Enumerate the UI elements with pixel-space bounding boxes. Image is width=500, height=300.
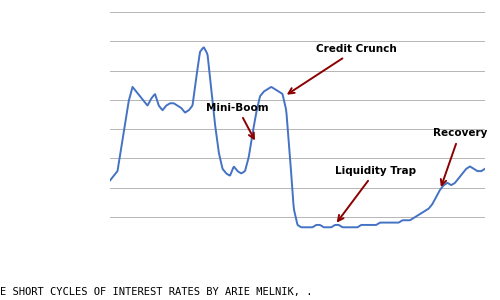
Text: E SHORT CYCLES OF INTEREST RATES BY ARIE MELNIK, .: E SHORT CYCLES OF INTEREST RATES BY ARIE… [0, 287, 312, 297]
Text: Credit Crunch: Credit Crunch [288, 44, 397, 94]
Text: Liquidity Trap: Liquidity Trap [335, 166, 416, 221]
Text: Mini-Boom: Mini-Boom [206, 103, 269, 139]
Text: Recovery: Recovery [432, 128, 487, 185]
